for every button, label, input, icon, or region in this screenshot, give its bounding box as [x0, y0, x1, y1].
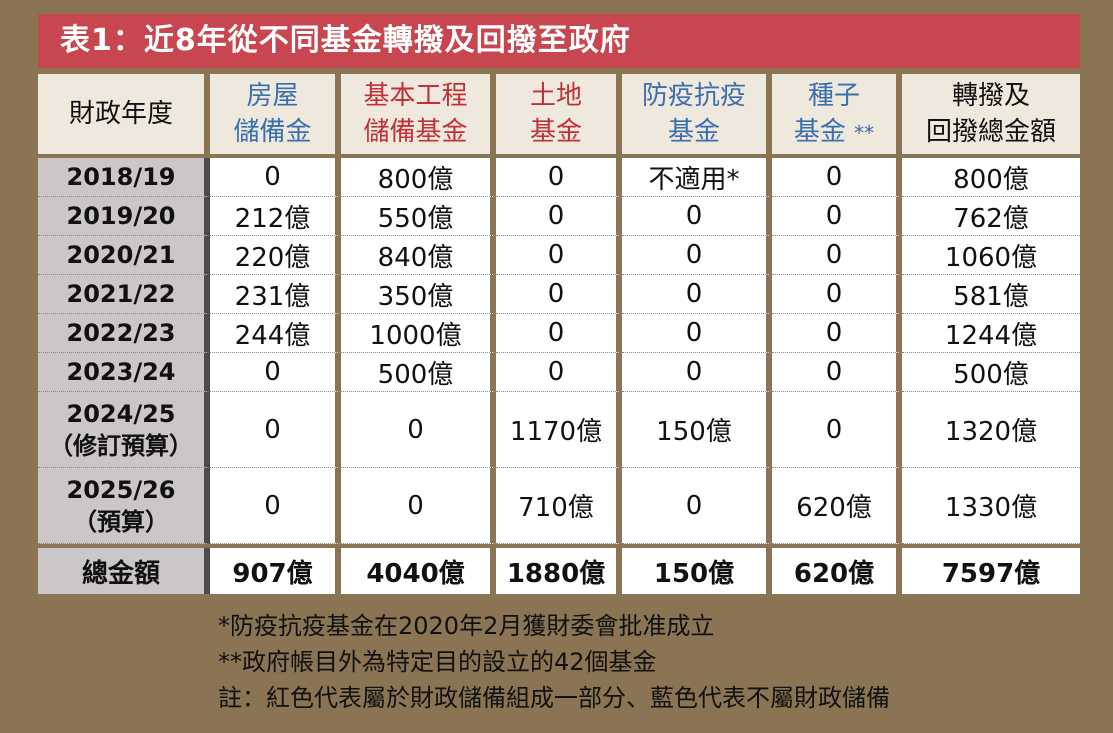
footnotes: *防疫抗疫基金在2020年2月獲財委會批准成立 **政府帳目外為特定目的設立的4… — [218, 608, 890, 716]
table-row: 2024/25 （修訂預算） 0 0 1170億 150億 0 1320億 — [38, 392, 1080, 468]
cell-total: 1060億 — [902, 236, 1080, 275]
table-row: 2021/22 231億 350億 0 0 0 581億 — [38, 275, 1080, 314]
table-row: 2020/21 220億 840億 0 0 0 1060億 — [38, 236, 1080, 275]
cell-anti-epidemic: 0 — [622, 468, 772, 544]
header-land-fund: 土地 基金 — [496, 74, 622, 154]
total-capital-works: 4040億 — [341, 548, 496, 594]
fund-transfer-table: 財政年度 房屋 儲備金 基本工程 儲備基金 土地 基金 防疫抗疫 基金 種子 基金 ** … — [38, 74, 1080, 594]
header-housing-reserve: 房屋 儲備金 — [210, 74, 341, 154]
cell-total: 800億 — [902, 158, 1080, 197]
cell-total: 1320億 — [902, 392, 1080, 468]
cell-land: 0 — [496, 353, 622, 392]
cell-land: 0 — [496, 158, 622, 197]
cell-capital-works: 840億 — [341, 236, 496, 275]
cell-housing: 212億 — [210, 197, 341, 236]
year-cell: 2020/21 — [38, 236, 210, 275]
cell-total: 500億 — [902, 353, 1080, 392]
cell-anti-epidemic: 0 — [622, 353, 772, 392]
year-cell: 2022/23 — [38, 314, 210, 353]
cell-land: 0 — [496, 275, 622, 314]
cell-capital-works: 350億 — [341, 275, 496, 314]
cell-capital-works: 800億 — [341, 158, 496, 197]
cell-anti-epidemic: 0 — [622, 236, 772, 275]
table-title: 表1：近8年從不同基金轉撥及回撥至政府 — [38, 14, 1080, 68]
cell-capital-works: 550億 — [341, 197, 496, 236]
table-row: 2022/23 244億 1000億 0 0 0 1244億 — [38, 314, 1080, 353]
table-row: 2019/20 212億 550億 0 0 0 762億 — [38, 197, 1080, 236]
total-row: 總金額 907億 4040億 1880億 150億 620億 7597億 — [38, 548, 1080, 594]
header-capital-works-reserve: 基本工程 儲備基金 — [341, 74, 496, 154]
footnote-seed-fund: **政府帳目外為特定目的設立的42個基金 — [218, 648, 657, 676]
cell-seed: 0 — [772, 158, 902, 197]
cell-housing: 0 — [210, 158, 341, 197]
year-cell: 2025/26 （預算） — [38, 468, 210, 544]
header-seed-fund: 種子 基金 ** — [772, 74, 902, 154]
total-land: 1880億 — [496, 548, 622, 594]
year-cell: 2021/22 — [38, 275, 210, 314]
cell-housing: 0 — [210, 468, 341, 544]
cell-capital-works: 500億 — [341, 353, 496, 392]
cell-housing: 231億 — [210, 275, 341, 314]
cell-total: 581億 — [902, 275, 1080, 314]
table-row: 2018/19 0 800億 0 不適用* 0 800億 — [38, 158, 1080, 197]
total-seed: 620億 — [772, 548, 902, 594]
cell-housing: 0 — [210, 392, 341, 468]
header-fiscal-year: 財政年度 — [38, 74, 210, 154]
cell-land: 0 — [496, 314, 622, 353]
year-cell: 2018/19 — [38, 158, 210, 197]
total-grand: 7597億 — [902, 548, 1080, 594]
cell-total: 1330億 — [902, 468, 1080, 544]
cell-seed: 0 — [772, 197, 902, 236]
header-total-transfer: 轉撥及 回撥總金額 — [902, 74, 1080, 154]
cell-housing: 220億 — [210, 236, 341, 275]
year-cell: 2024/25 （修訂預算） — [38, 392, 210, 468]
total-housing: 907億 — [210, 548, 341, 594]
table-row: 2025/26 （預算） 0 0 710億 0 620億 1330億 — [38, 468, 1080, 544]
cell-seed: 0 — [772, 353, 902, 392]
cell-total: 762億 — [902, 197, 1080, 236]
cell-housing: 244億 — [210, 314, 341, 353]
header-row: 財政年度 房屋 儲備金 基本工程 儲備基金 土地 基金 防疫抗疫 基金 種子 基金 ** … — [38, 74, 1080, 154]
cell-housing: 0 — [210, 353, 341, 392]
cell-land: 0 — [496, 197, 622, 236]
cell-seed: 0 — [772, 275, 902, 314]
cell-anti-epidemic: 0 — [622, 314, 772, 353]
cell-total: 1244億 — [902, 314, 1080, 353]
cell-capital-works: 0 — [341, 468, 496, 544]
year-cell: 2023/24 — [38, 353, 210, 392]
header-anti-epidemic-fund: 防疫抗疫 基金 — [622, 74, 772, 154]
cell-seed: 0 — [772, 314, 902, 353]
cell-land: 1170億 — [496, 392, 622, 468]
cell-land: 710億 — [496, 468, 622, 544]
data-table-container: 財政年度 房屋 儲備金 基本工程 儲備基金 土地 基金 防疫抗疫 基金 種子 基金 ** … — [38, 74, 1080, 594]
cell-anti-epidemic: 不適用* — [622, 158, 772, 197]
cell-anti-epidemic: 0 — [622, 197, 772, 236]
year-cell: 2019/20 — [38, 197, 210, 236]
cell-anti-epidemic: 0 — [622, 275, 772, 314]
cell-seed: 620億 — [772, 468, 902, 544]
cell-capital-works: 1000億 — [341, 314, 496, 353]
footnote-color-legend: 註：紅色代表屬於財政儲備組成一部分、藍色代表不屬財政儲備 — [218, 684, 890, 712]
total-anti-epidemic: 150億 — [622, 548, 772, 594]
cell-land: 0 — [496, 236, 622, 275]
cell-anti-epidemic: 150億 — [622, 392, 772, 468]
cell-seed: 0 — [772, 236, 902, 275]
total-label: 總金額 — [38, 548, 210, 594]
cell-seed: 0 — [772, 392, 902, 468]
cell-capital-works: 0 — [341, 392, 496, 468]
footnote-anti-epidemic: *防疫抗疫基金在2020年2月獲財委會批准成立 — [218, 612, 715, 640]
table-row: 2023/24 0 500億 0 0 0 500億 — [38, 353, 1080, 392]
